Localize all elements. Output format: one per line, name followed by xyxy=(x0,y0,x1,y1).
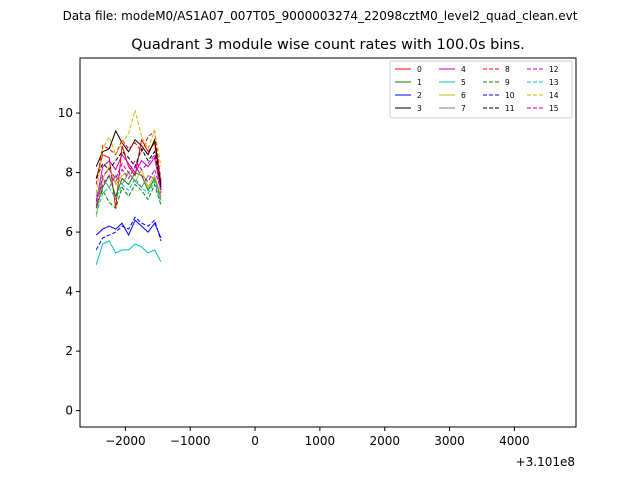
chart-title: Quadrant 3 module wise count rates with … xyxy=(131,37,525,53)
series-line-12 xyxy=(95,153,162,209)
x-axis: −2000 −1000 0 1000 2000 3000 4000 xyxy=(105,427,530,448)
legend-frame xyxy=(389,60,573,119)
y-tick-label: 4 xyxy=(65,285,73,299)
series-line-15 xyxy=(95,165,162,200)
series-line-14 xyxy=(95,109,162,194)
plot-lines xyxy=(95,109,162,265)
y-tick-label: 2 xyxy=(65,344,73,358)
legend-label: 6 xyxy=(461,91,466,100)
x-tick-label: −2000 xyxy=(105,434,146,448)
legend-label: 4 xyxy=(461,65,466,74)
legend-label: 9 xyxy=(505,78,510,87)
x-tick-label: −1000 xyxy=(170,434,211,448)
series-line-3 xyxy=(95,129,162,185)
figure-suptitle: Data file: modeM0/AS1A07_007T05_90000032… xyxy=(63,9,578,23)
x-tick-label: 1000 xyxy=(305,434,336,448)
x-tick-label: 4000 xyxy=(499,434,530,448)
series-line-9 xyxy=(95,183,162,210)
legend-label: 8 xyxy=(505,65,510,74)
x-offset-label: +3.101e8 xyxy=(516,455,575,469)
legend-label: 1 xyxy=(417,78,422,87)
legend-label: 11 xyxy=(505,104,515,113)
x-tick-label: 3000 xyxy=(434,434,465,448)
legend-label: 2 xyxy=(417,91,422,100)
legend-label: 5 xyxy=(461,78,466,87)
series-line-13 xyxy=(95,177,162,215)
series-line-10 xyxy=(95,216,162,251)
y-tick-label: 0 xyxy=(65,404,73,418)
axes-frame xyxy=(79,57,577,428)
y-tick-label: 6 xyxy=(65,225,73,239)
legend-label: 3 xyxy=(417,104,422,113)
y-tick-label: 10 xyxy=(58,106,73,120)
series-line-5 xyxy=(95,240,162,265)
legend-label: 13 xyxy=(549,78,559,87)
x-tick-label: 2000 xyxy=(369,434,400,448)
series-line-4 xyxy=(95,153,162,203)
x-tick-label: 0 xyxy=(251,434,259,448)
series-line-2 xyxy=(95,219,162,239)
series-line-8 xyxy=(95,129,162,185)
legend-label: 12 xyxy=(549,65,559,74)
series-line-1 xyxy=(95,171,162,209)
legend-label: 14 xyxy=(549,91,559,100)
legend-label: 7 xyxy=(461,104,466,113)
legend-label: 15 xyxy=(549,104,559,113)
legend-label: 0 xyxy=(417,65,422,74)
series-line-11 xyxy=(95,147,162,188)
legend-label: 10 xyxy=(505,91,515,100)
y-axis: 0 2 4 6 8 10 xyxy=(58,106,80,418)
y-tick-label: 8 xyxy=(65,166,73,180)
